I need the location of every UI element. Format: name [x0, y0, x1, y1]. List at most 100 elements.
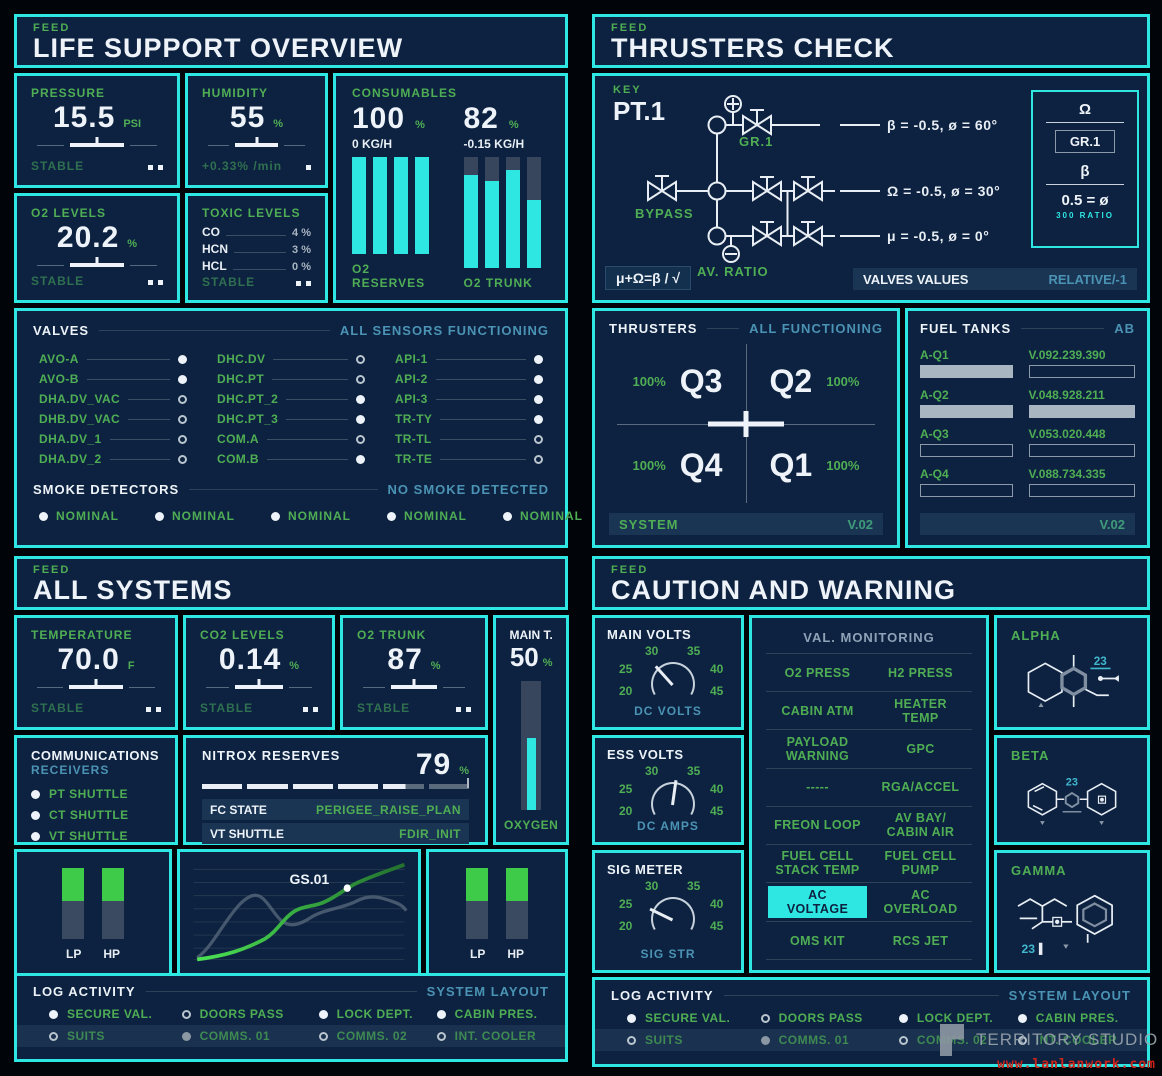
valve-row: API-1	[395, 352, 543, 366]
toxic-value: 4 %	[292, 227, 311, 239]
valve-name: API-3	[395, 392, 428, 406]
trunk-value: 82	[463, 102, 499, 135]
pressure-slider[interactable]	[37, 139, 157, 151]
log-item: DOORS PASS	[760, 1011, 899, 1025]
nitrox-value: 79	[415, 748, 452, 781]
lp-bar	[466, 868, 488, 940]
gauge-dial: 30 35 25 40 20 45	[619, 644, 724, 698]
valve-name: AVO-B	[39, 372, 79, 386]
gs01-label: GS.01	[289, 871, 330, 888]
oxygen-gauge[interactable]	[521, 681, 542, 810]
valve-name: DHC.PT_3	[217, 412, 279, 426]
tank-bar	[1028, 404, 1135, 418]
valve-name: API-1	[395, 352, 428, 366]
gamma-label: GAMMA	[1011, 863, 1067, 878]
monitor-cell-fuel-cell-stack[interactable]: FUEL CELL STACK TEMP	[775, 849, 860, 878]
trend-chart	[193, 862, 408, 962]
o2-status: STABLE	[31, 274, 85, 288]
temperature-slider[interactable]	[37, 681, 155, 693]
valve-icon	[647, 175, 677, 202]
monitor-cell-freon-loop[interactable]: FREON LOOP	[774, 818, 861, 833]
toxic-row: HCN 3 %	[202, 242, 311, 256]
valve-status-dot	[178, 374, 187, 384]
log-name: SUITS	[67, 1029, 105, 1043]
indicator-squares	[141, 699, 161, 717]
divider	[723, 995, 999, 997]
valves-card: VALVES ALL SENSORS FUNCTIONING AVO-A AVO…	[14, 308, 582, 548]
monitor-cell-h2-press[interactable]: H2 PRESS	[887, 665, 954, 680]
co2-slider[interactable]	[206, 681, 312, 693]
valve-status-dot	[178, 394, 187, 404]
smoke-detector: NOMINAL	[387, 509, 467, 523]
log-item: SUITS	[49, 1029, 182, 1043]
tank-value: V.092.239.390	[1028, 347, 1106, 362]
beta-molecule-icon: 23	[1027, 776, 1117, 825]
monitor-cell-blank[interactable]: -----	[806, 780, 829, 795]
system-layout-link[interactable]: SYSTEM LAYOUT	[1008, 988, 1131, 1004]
valve-status-dot	[534, 414, 543, 424]
humidity-unit: %	[273, 118, 284, 130]
monitor-cell-gpc[interactable]: GPC	[906, 741, 935, 756]
divider	[707, 328, 740, 329]
receiver-name: CT SHUTTLE	[49, 808, 129, 822]
version-label: V.02	[847, 516, 873, 532]
valve-row: API-2	[395, 372, 543, 386]
valve-name: AVO-A	[39, 352, 79, 366]
thrusters-quadrant-card: THRUSTERS ALL FUNCTIONING 100% Q3 Q2 100% …	[592, 308, 900, 548]
monitor-cell-rcs-jet[interactable]: RCS JET	[892, 933, 949, 948]
thrusters-header: FEED THRUSTERS CHECK	[592, 14, 1150, 68]
main-t-unit: %	[542, 657, 553, 669]
valve-status-dot	[534, 454, 543, 464]
smoke-detector: NOMINAL	[39, 509, 119, 523]
gauge-label: ESS VOLTS	[607, 747, 684, 762]
monitor-cell-ac-overload[interactable]: AC OVERLOAD	[883, 888, 958, 917]
page-title: CAUTION AND WARNING	[611, 575, 956, 605]
valve-name: DHC.DV	[217, 352, 266, 366]
log-name: CABIN PRES.	[454, 1007, 538, 1021]
monitor-cell-fuel-cell-pump[interactable]: FUEL CELL PUMP	[884, 849, 957, 878]
monitor-cell-ac-voltage[interactable]: AC VOLTAGE	[768, 886, 867, 919]
o2-slider[interactable]	[37, 259, 157, 271]
tank-bar	[920, 364, 1013, 378]
watermark-url: www.lanlanwork.com	[997, 1057, 1156, 1072]
monitor-cell-payload-warning[interactable]: PAYLOAD WARNING	[785, 734, 850, 763]
nitrox-unit: %	[459, 765, 469, 777]
valve-icon	[752, 176, 782, 202]
log-item: SECURE VAL.	[627, 1011, 761, 1025]
valve-status-dot	[534, 354, 543, 364]
humidity-slider[interactable]	[208, 139, 306, 151]
monitor-cell-av-bay[interactable]: AV BAY/ CABIN AIR	[886, 811, 955, 840]
monitor-cell-cabin-atm[interactable]: CABIN ATM	[781, 703, 854, 718]
valve-status-dot	[356, 434, 365, 444]
log-item: COMMS. 02	[318, 1029, 437, 1043]
log-name: COMMS. 01	[199, 1029, 271, 1043]
pressure-label: PRESSURE	[31, 86, 106, 100]
monitor-cell-rga-accel[interactable]: RGA/ACCEL	[881, 780, 960, 795]
page-title: ALL SYSTEMS	[33, 575, 233, 605]
divider	[145, 991, 417, 992]
receiver-item: VT SHUTTLE	[31, 829, 161, 843]
valve-status-dot	[178, 354, 187, 364]
valve-icon	[793, 221, 823, 247]
gr1-box[interactable]: GR.1	[1054, 130, 1116, 153]
valves-values-bar[interactable]: VALVES VALUES RELATIVE/-1	[853, 268, 1137, 290]
fuel-version-bar: V.02	[920, 513, 1135, 535]
communications-card: COMMUNICATIONS RECEIVERS PT SHUTTLE CT S…	[14, 735, 178, 845]
valves-values-label: VALVES VALUES	[863, 271, 969, 287]
system-layout-link[interactable]: SYSTEM LAYOUT	[426, 984, 549, 999]
gs01-graph: GS.01	[177, 849, 421, 977]
monitoring-title: VAL. MONITORING	[803, 630, 935, 645]
log-item: LOCK DEPT.	[898, 1011, 1018, 1025]
monitor-cell-heater-temp[interactable]: HEATER TEMP	[894, 696, 947, 725]
q2-percent: 100%	[826, 374, 860, 390]
toxic-row: CO 4 %	[202, 225, 311, 239]
smoke-status: NO SMOKE DETECTED	[387, 482, 549, 497]
o2-trunk-slider[interactable]	[363, 681, 466, 693]
log-activity-right: LOG ACTIVITY SYSTEM LAYOUT SECURE VAL. D…	[592, 977, 1150, 1068]
log-name: CABIN PRES.	[1035, 1011, 1119, 1026]
valves-title: VALVES	[33, 323, 90, 338]
monitor-cell-o2-press[interactable]: O2 PRESS	[784, 665, 851, 680]
reserves-rate: 0 KG/H	[352, 137, 393, 151]
receiver-name: VT SHUTTLE	[49, 829, 128, 843]
monitor-cell-oms-kit[interactable]: OMS KIT	[790, 933, 845, 948]
